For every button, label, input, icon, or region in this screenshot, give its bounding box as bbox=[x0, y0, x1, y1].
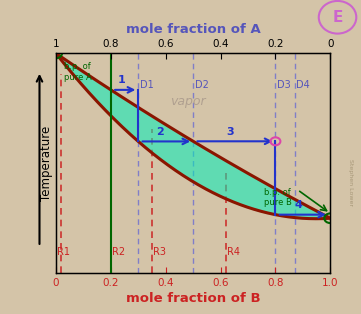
X-axis label: mole fraction of B: mole fraction of B bbox=[126, 292, 260, 305]
Text: D2: D2 bbox=[195, 80, 208, 90]
Text: R1: R1 bbox=[57, 247, 70, 257]
Text: E: E bbox=[332, 10, 343, 25]
Text: b.p. of
pure B: b.p. of pure B bbox=[265, 188, 292, 207]
Text: R4: R4 bbox=[227, 247, 240, 257]
Text: D1: D1 bbox=[140, 80, 153, 90]
Text: 2: 2 bbox=[156, 127, 164, 137]
Text: Stephen Lower: Stephen Lower bbox=[348, 159, 353, 206]
Text: D4: D4 bbox=[296, 80, 310, 90]
Y-axis label: Temperature: Temperature bbox=[40, 126, 53, 201]
Text: R2: R2 bbox=[112, 247, 125, 257]
Text: b.p. of
pure A: b.p. of pure A bbox=[64, 62, 92, 82]
X-axis label: mole fraction of A: mole fraction of A bbox=[126, 23, 261, 36]
Text: 4: 4 bbox=[295, 200, 303, 210]
Text: 3: 3 bbox=[226, 127, 234, 137]
Text: R3: R3 bbox=[153, 247, 166, 257]
Text: 1: 1 bbox=[118, 75, 125, 85]
Text: vapor: vapor bbox=[170, 95, 205, 108]
Text: D3: D3 bbox=[277, 80, 291, 90]
